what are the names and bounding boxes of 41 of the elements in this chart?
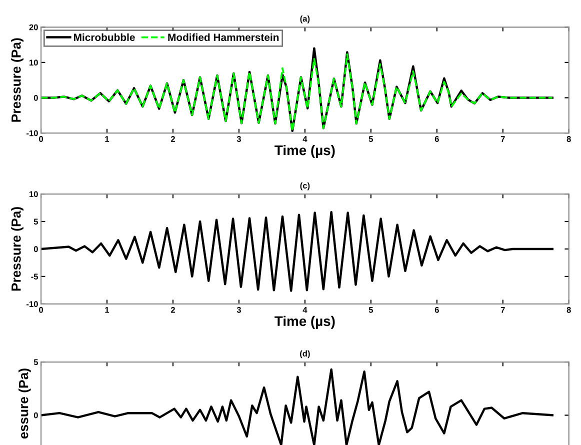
x-tick-label: 6 bbox=[434, 306, 439, 313]
chart-title: (a) bbox=[300, 16, 310, 24]
y-tick-label: 5 bbox=[34, 218, 38, 225]
x-tick-label: 4 bbox=[302, 136, 308, 142]
x-tick-label: 1 bbox=[105, 136, 110, 142]
x-tick-label: 3 bbox=[236, 136, 241, 142]
x-tick-label: 0 bbox=[39, 306, 43, 313]
y-tick-label: 20 bbox=[29, 24, 38, 30]
x-tick-label: 8 bbox=[566, 136, 571, 142]
legend-label: Microbubble bbox=[74, 33, 135, 42]
y-tick-label: 10 bbox=[29, 191, 38, 198]
y-axis-title: Pressure (Pa) bbox=[11, 38, 24, 122]
x-tick-label: 4 bbox=[302, 307, 308, 313]
line-series bbox=[41, 368, 554, 445]
x-tick-label: 8 bbox=[566, 306, 571, 313]
y-tick-label: -5 bbox=[31, 274, 38, 280]
line-series bbox=[41, 211, 554, 292]
y-axis-title: essure (Pa) bbox=[18, 368, 31, 439]
y-tick-label: 10 bbox=[29, 60, 38, 66]
chart-title: (c) bbox=[300, 182, 310, 190]
y-tick-label: 0 bbox=[34, 412, 38, 418]
x-tick-label: 7 bbox=[500, 307, 505, 313]
y-axis-title: Pressure (Pa) bbox=[11, 207, 24, 291]
legend-label: Modified Hammerstein bbox=[168, 33, 279, 42]
chart-title: (d) bbox=[300, 350, 310, 358]
y-tick-label: 0 bbox=[34, 246, 38, 252]
x-tick-label: 6 bbox=[434, 136, 439, 142]
y-tick-label: 0 bbox=[34, 94, 38, 101]
y-tick-label: -10 bbox=[26, 301, 38, 308]
x-tick-label: 1 bbox=[105, 307, 110, 313]
x-tick-label: 2 bbox=[170, 136, 175, 142]
x-tick-label: 7 bbox=[500, 136, 505, 142]
x-tick-label: 2 bbox=[170, 306, 175, 313]
x-tick-label: 0 bbox=[39, 136, 43, 142]
y-tick-label: 5 bbox=[34, 359, 38, 366]
x-axis-title: Time (µs) bbox=[274, 144, 335, 158]
x-tick-label: 5 bbox=[368, 136, 374, 142]
x-tick-label: 5 bbox=[368, 307, 374, 313]
x-axis-title: Time (µs) bbox=[274, 316, 335, 329]
y-tick-label: -10 bbox=[26, 130, 38, 136]
x-tick-label: 3 bbox=[236, 306, 241, 313]
